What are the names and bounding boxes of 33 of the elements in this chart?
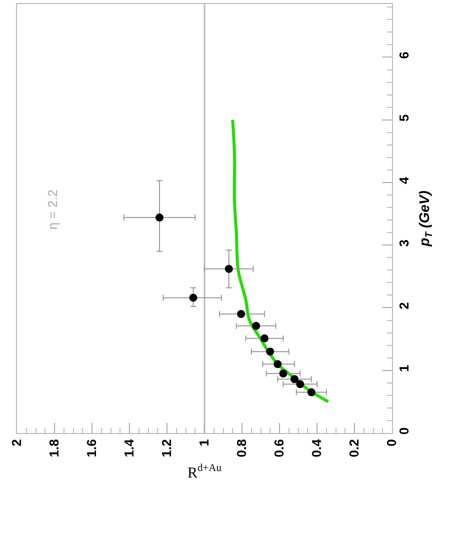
point <box>252 322 260 330</box>
y-tick-label: 4 <box>396 176 412 184</box>
point <box>156 214 164 222</box>
point <box>189 294 198 302</box>
x-tick-label: 1.2 <box>159 439 174 458</box>
y-tick-label: 5 <box>396 114 412 122</box>
point <box>279 370 288 378</box>
y-tick-label: 2 <box>396 302 412 310</box>
x-tick-label: 0.4 <box>309 438 324 458</box>
point <box>296 380 304 388</box>
point <box>307 388 316 396</box>
point <box>237 310 246 318</box>
y-tick-label: 3 <box>396 240 412 247</box>
point <box>266 348 274 356</box>
x-tick-label: 1.6 <box>84 439 100 458</box>
x-axis-title: R$^{d+Au}$ <box>187 462 222 482</box>
x-tick-label: 1.8 <box>46 439 62 458</box>
x-tick-label: 0.6 <box>272 439 287 458</box>
point <box>224 264 233 273</box>
x-tick-label: 0.2 <box>346 439 362 458</box>
y-tick-label: 0 <box>396 427 412 435</box>
point <box>260 334 268 342</box>
line-series <box>231 118 330 404</box>
y-tick-label: 6 <box>396 52 412 59</box>
x-tick-label: 1 <box>196 439 212 446</box>
annotation: η = 2.2 <box>44 190 60 230</box>
x-tick-label: 0.8 <box>234 439 250 458</box>
x-tick-label: 0 <box>384 439 400 446</box>
point <box>290 375 298 384</box>
y-tick-label: 1 <box>396 364 412 372</box>
point <box>274 360 282 368</box>
x-tick-label: 2 <box>9 439 24 446</box>
x-tick-label: 1.4 <box>122 438 137 458</box>
